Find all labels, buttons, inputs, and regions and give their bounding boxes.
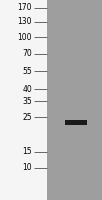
Text: 70: 70: [22, 49, 32, 58]
Text: 40: 40: [22, 84, 32, 94]
Text: 10: 10: [22, 164, 32, 172]
Text: 25: 25: [22, 112, 32, 121]
Text: 55: 55: [22, 66, 32, 75]
Bar: [65, 119, 87, 124]
Text: 35: 35: [22, 97, 32, 106]
Text: 170: 170: [18, 3, 32, 12]
Text: 15: 15: [22, 148, 32, 156]
Text: 100: 100: [18, 32, 32, 42]
Text: 130: 130: [18, 18, 32, 26]
Bar: [47, 0, 102, 200]
